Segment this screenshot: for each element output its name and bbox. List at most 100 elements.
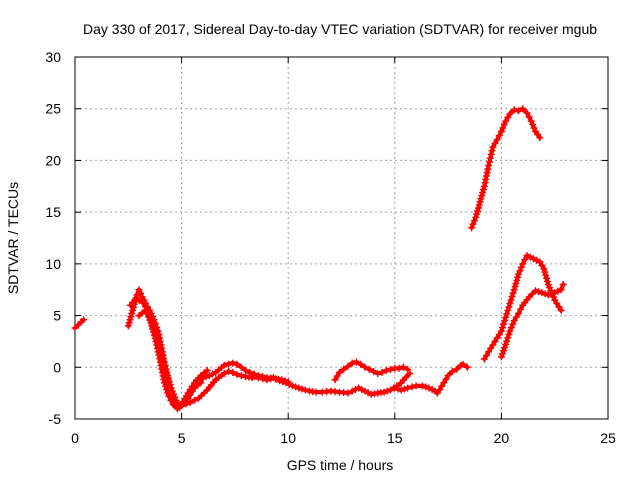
data-point bbox=[531, 256, 536, 261]
data-point bbox=[491, 145, 495, 149]
data-point bbox=[546, 293, 551, 297]
data-point bbox=[140, 295, 144, 299]
data-point bbox=[465, 365, 470, 370]
data-point bbox=[128, 303, 133, 308]
data-point bbox=[503, 119, 508, 123]
data-point bbox=[397, 366, 401, 371]
series-arc-6 bbox=[331, 358, 412, 384]
data-point bbox=[393, 386, 397, 390]
data-point bbox=[213, 377, 218, 382]
data-point bbox=[250, 375, 254, 380]
data-point bbox=[516, 109, 521, 113]
data-point bbox=[508, 329, 512, 333]
data-point bbox=[512, 318, 516, 323]
data-point bbox=[277, 378, 282, 383]
x-tick-labels: 0 5 10 15 20 25 bbox=[71, 430, 616, 446]
data-point bbox=[73, 326, 77, 330]
data-point bbox=[382, 390, 386, 394]
data-point bbox=[388, 367, 393, 372]
data-series bbox=[71, 105, 567, 413]
data-point bbox=[442, 381, 446, 385]
y-tick-label: 15 bbox=[45, 204, 61, 220]
data-point bbox=[265, 377, 269, 382]
data-point bbox=[239, 365, 244, 370]
data-point bbox=[486, 350, 491, 354]
data-point bbox=[130, 308, 135, 313]
data-point bbox=[520, 303, 525, 308]
data-point bbox=[538, 135, 542, 140]
data-point bbox=[231, 361, 235, 365]
data-point bbox=[256, 375, 261, 380]
data-point bbox=[371, 369, 376, 374]
data-point bbox=[393, 366, 397, 371]
data-point bbox=[529, 119, 533, 123]
data-point bbox=[207, 373, 212, 378]
data-point bbox=[354, 360, 359, 364]
data-point bbox=[461, 362, 465, 367]
data-point bbox=[516, 272, 521, 277]
data-point bbox=[141, 301, 145, 306]
data-point bbox=[533, 288, 538, 293]
data-point bbox=[162, 365, 167, 370]
data-point bbox=[156, 339, 160, 344]
data-point bbox=[540, 291, 544, 295]
data-point bbox=[231, 370, 235, 375]
data-point bbox=[205, 388, 209, 392]
data-point bbox=[493, 339, 497, 344]
data-point bbox=[248, 370, 252, 375]
y-tick-label: -5 bbox=[49, 411, 62, 427]
data-point bbox=[546, 282, 551, 287]
data-point bbox=[303, 388, 308, 392]
data-point bbox=[405, 367, 410, 372]
data-point bbox=[150, 322, 154, 326]
data-point bbox=[137, 298, 141, 302]
data-point bbox=[135, 293, 139, 297]
series-arc-4 bbox=[135, 306, 211, 408]
data-point bbox=[81, 317, 86, 322]
data-point bbox=[175, 401, 180, 406]
data-point bbox=[137, 313, 141, 318]
data-point bbox=[297, 386, 301, 390]
data-point bbox=[226, 369, 231, 374]
data-point bbox=[346, 391, 350, 395]
data-point bbox=[369, 392, 374, 397]
data-point bbox=[363, 365, 367, 370]
data-point bbox=[126, 324, 131, 328]
y-tick-labels: -5 0 5 10 15 20 25 30 bbox=[45, 49, 61, 427]
data-point bbox=[512, 287, 516, 292]
data-point bbox=[350, 361, 355, 365]
data-point bbox=[478, 200, 482, 204]
data-point bbox=[405, 386, 410, 390]
data-point bbox=[388, 388, 393, 392]
data-point bbox=[552, 291, 557, 295]
data-point bbox=[137, 287, 141, 292]
data-point bbox=[337, 390, 342, 394]
data-point bbox=[399, 381, 404, 385]
data-point bbox=[320, 390, 325, 394]
y-tick-label: 0 bbox=[53, 359, 61, 375]
grid-lines bbox=[75, 57, 608, 419]
y-tick-label: 25 bbox=[45, 101, 61, 117]
data-point bbox=[199, 373, 203, 378]
data-point bbox=[205, 368, 209, 373]
y-tick-label: 30 bbox=[45, 49, 61, 65]
series-arc-5 bbox=[178, 367, 414, 410]
data-point bbox=[469, 225, 474, 230]
data-point bbox=[525, 111, 529, 115]
data-point bbox=[499, 329, 504, 333]
data-point bbox=[525, 253, 529, 258]
data-point bbox=[450, 369, 455, 374]
data-point bbox=[427, 386, 431, 390]
data-point bbox=[169, 386, 173, 390]
data-point bbox=[186, 391, 190, 395]
data-point bbox=[188, 400, 192, 405]
data-point bbox=[271, 375, 276, 380]
series-arc-1 bbox=[71, 316, 87, 332]
data-point bbox=[520, 262, 525, 266]
data-point bbox=[235, 362, 239, 367]
data-point bbox=[314, 390, 318, 394]
data-point bbox=[367, 367, 372, 372]
x-tick-label: 5 bbox=[178, 430, 186, 446]
data-point bbox=[290, 384, 295, 388]
